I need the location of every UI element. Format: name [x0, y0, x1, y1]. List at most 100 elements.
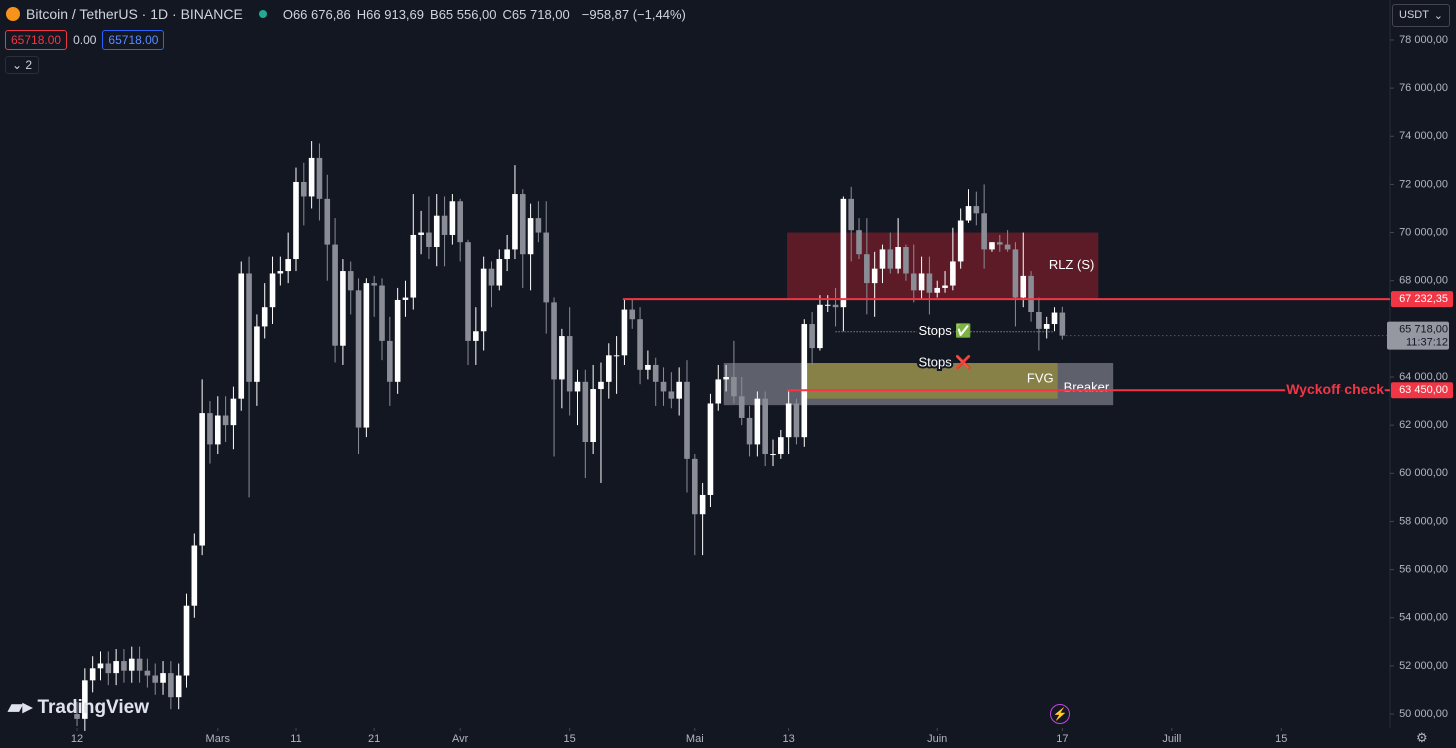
- y-tick-label: 72 000,00: [1399, 178, 1448, 190]
- candle-body: [277, 271, 284, 274]
- candle-body: [770, 454, 776, 456]
- candle-body: [926, 273, 933, 293]
- alert-icon[interactable]: ⚡: [1050, 704, 1070, 724]
- candle-body: [817, 304, 823, 349]
- candle-body: [582, 381, 589, 442]
- candle-body: [238, 273, 245, 399]
- y-tick-label: 62 000,00: [1399, 419, 1448, 431]
- candle-body: [957, 220, 964, 262]
- candle-body: [379, 285, 385, 341]
- x-tick-label: 12: [71, 733, 83, 745]
- candle-body: [910, 273, 917, 291]
- candle-body: [832, 304, 839, 308]
- last-price-tag: [1387, 321, 1449, 350]
- y-tick-label: 50 000,00: [1399, 708, 1448, 720]
- candle-body: [144, 670, 151, 676]
- stops-label: Stops ❌: [919, 354, 972, 370]
- zone-label: Breaker: [1064, 380, 1110, 395]
- sell-button[interactable]: 65718.00: [5, 30, 68, 50]
- symbol[interactable]: Bitcoin / TetherUS · 1D · BINANCE: [26, 6, 243, 22]
- candle-body: [387, 340, 393, 382]
- candle-body: [738, 396, 745, 418]
- candle-body: [285, 259, 291, 272]
- x-tick-label: 21: [368, 733, 380, 745]
- candle-body: [715, 379, 722, 404]
- candle-body: [293, 182, 299, 260]
- candle-body: [903, 247, 909, 274]
- candle-body: [246, 273, 252, 382]
- change: −958,87 (−1,44%): [581, 6, 686, 22]
- candle-body: [301, 182, 307, 197]
- candle-body: [887, 249, 894, 269]
- candle-body: [621, 309, 628, 356]
- candle-body: [965, 206, 972, 221]
- candle-body: [809, 324, 815, 349]
- candle-body: [97, 663, 104, 669]
- y-tick-label: 68 000,00: [1399, 275, 1448, 287]
- candle-body: [660, 381, 667, 392]
- candle-body: [121, 661, 127, 671]
- caret: ⌄: [1433, 10, 1443, 22]
- candle-body: [441, 215, 448, 235]
- candle-body: [136, 658, 143, 671]
- candle-body: [1059, 312, 1066, 336]
- candle-body: [82, 680, 88, 719]
- x-tick-label: 15: [564, 733, 576, 745]
- candle-body: [879, 249, 886, 269]
- collapse-button[interactable]: ⌄ 2: [5, 56, 40, 74]
- candle-body: [449, 201, 456, 235]
- candle-body: [605, 355, 612, 382]
- candle-body: [895, 247, 901, 269]
- currency: USDT: [1399, 9, 1429, 21]
- candle-body: [692, 458, 698, 515]
- candle-body: [214, 415, 221, 445]
- brand-name: TradingView: [37, 697, 150, 718]
- candle-body: [105, 663, 112, 674]
- y-tick-label: 58 000,00: [1399, 515, 1448, 527]
- candle-body: [1028, 275, 1034, 312]
- candle-body: [191, 545, 198, 606]
- coin-icon: [6, 7, 20, 21]
- candle-body: [1012, 249, 1019, 298]
- candle-body: [183, 605, 190, 676]
- candle-body: [230, 398, 237, 426]
- x-tick-label: Mars: [206, 733, 231, 745]
- candle-body: [785, 403, 792, 438]
- candle-body: [652, 364, 659, 382]
- last-price-label: 65 718,00: [1399, 324, 1448, 336]
- y-tick-label: 78 000,00: [1399, 34, 1448, 46]
- candle-body: [973, 206, 980, 214]
- buy-button[interactable]: 65718.00: [102, 30, 165, 50]
- candle-body: [723, 377, 729, 380]
- candle-body: [637, 319, 643, 370]
- candle-body: [496, 259, 503, 286]
- ohlc: O66 676,86 H66 913,69 B65 556,00 C65 718,00: [283, 7, 576, 22]
- candle-body: [457, 201, 464, 243]
- candle-body: [473, 331, 479, 341]
- candle-body: [801, 324, 808, 438]
- y-tick-label: 74 000,00: [1399, 130, 1448, 142]
- candle-body: [465, 242, 471, 341]
- candle-body: [199, 413, 205, 546]
- candle-body: [535, 218, 542, 233]
- candle-body: [74, 714, 80, 719]
- y-tick-label: 52 000,00: [1399, 660, 1448, 672]
- candle-body: [778, 437, 784, 455]
- candle-body: [707, 403, 714, 495]
- y-tick-label: 64 000,00: [1399, 371, 1448, 383]
- zone-label: FVG: [1027, 370, 1054, 385]
- candle-body: [402, 297, 409, 300]
- candle-body: [754, 398, 761, 445]
- legend: Bitcoin / TetherUS · 1D · BINANCE O66 67…: [6, 6, 686, 22]
- candle-body: [363, 283, 370, 428]
- candle-body: [175, 675, 182, 698]
- candle-body: [566, 336, 573, 392]
- currency-select[interactable]: USDT ⌄: [1392, 4, 1450, 27]
- x-tick-label: 15: [1275, 733, 1287, 745]
- candle-body: [480, 268, 487, 332]
- x-tick-label: 17: [1056, 733, 1068, 745]
- candle-body: [1036, 312, 1042, 329]
- level-tag: [1391, 291, 1453, 308]
- candle-body: [934, 287, 941, 293]
- settings-icon[interactable]: ⚙: [1416, 730, 1428, 745]
